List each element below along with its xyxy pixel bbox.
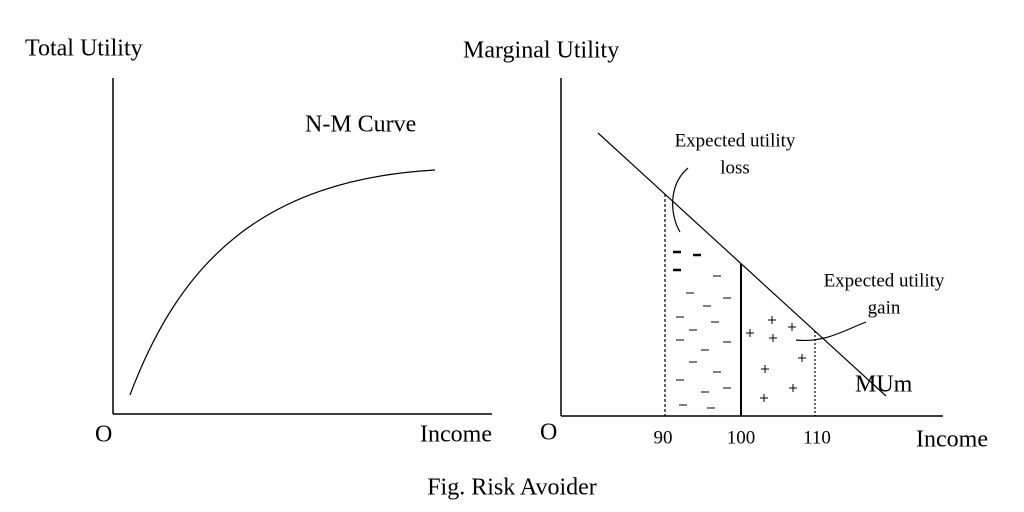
x-label: Income — [420, 422, 492, 448]
origin: O — [95, 422, 112, 448]
caption: Fig. Risk Avoider — [427, 475, 597, 501]
curve-label: N-M Curve — [305, 112, 416, 138]
nm-curve — [129, 169, 436, 396]
annotation-line: Expected utility — [675, 130, 796, 151]
x-tick-label: 100 — [727, 427, 756, 448]
area-marks — [673, 250, 806, 409]
x-tick-label: 110 — [803, 427, 831, 448]
origin: O — [540, 420, 557, 446]
loss-pointer — [672, 167, 689, 233]
curve-label: MUm — [855, 372, 913, 398]
y-label: Marginal Utility — [463, 38, 619, 64]
gain-pointer — [795, 321, 867, 342]
x-tick-label: 90 — [654, 427, 673, 448]
annotation-line: gain — [868, 297, 901, 318]
x-label: Income — [916, 427, 988, 453]
annotation-line: loss — [720, 157, 750, 178]
y-label: Total Utility — [25, 36, 143, 62]
annotation-line: Expected utility — [824, 270, 945, 291]
